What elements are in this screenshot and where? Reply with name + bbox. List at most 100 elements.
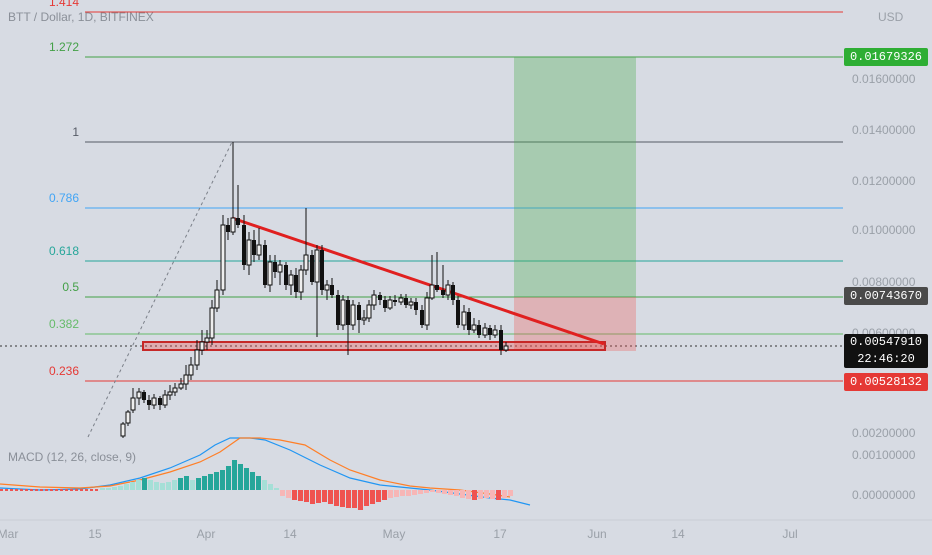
macd-hist-bar-3 — [118, 486, 123, 490]
candle-body-14 — [194, 349, 200, 366]
price-axis-label-3: 0.01000000 — [852, 223, 916, 237]
macd-hist-bar-56 — [436, 490, 441, 493]
candle-body-31 — [284, 265, 288, 285]
macd-indicator-label[interactable]: MACD (12, 26, close, 9) — [8, 450, 137, 464]
macd-hist-bar-9 — [154, 482, 159, 490]
fib-label-0: 1.414 — [49, 0, 79, 9]
last-price-tag: 0.00547910 22:46:20 — [843, 334, 928, 368]
macd-hist-bar-46 — [376, 490, 381, 502]
macd-hist-bar-38 — [328, 490, 333, 504]
candle-body-7 — [158, 398, 162, 405]
time-axis-label-0: Mar — [0, 527, 18, 541]
candle-body-28 — [267, 261, 273, 286]
fib-label-6: 0.382 — [49, 317, 79, 331]
candle-body-48 — [371, 294, 377, 306]
macd-hist-bar-35 — [310, 490, 315, 504]
candle-body-35 — [303, 254, 309, 271]
macd-hist-bar-55 — [430, 490, 435, 492]
candle-body-71 — [492, 329, 498, 336]
candle-body-18 — [214, 289, 220, 309]
candle-body-43 — [346, 300, 350, 325]
macd-hist-bar-33 — [298, 490, 303, 501]
candle-body-41 — [336, 295, 340, 325]
candle-body-51 — [387, 299, 393, 309]
macd-hist-bar-14 — [184, 476, 189, 490]
macd-hist-bar-0 — [100, 488, 105, 490]
macd-hist-bar-63 — [478, 490, 483, 499]
candle-body-65 — [461, 311, 467, 326]
macd-hist-bar-19 — [214, 472, 219, 490]
target-price-tag: 0.01679326 — [843, 48, 928, 66]
macd-hist-bar-61 — [466, 490, 471, 499]
time-axis-label-2: Apr — [197, 527, 216, 541]
candle-body-46 — [361, 317, 367, 321]
candle-body-13 — [188, 364, 194, 376]
candle-body-69 — [482, 327, 488, 336]
currency-label: USD — [878, 10, 904, 24]
candle-body-21 — [230, 217, 236, 233]
macd-hist-bar-65 — [490, 490, 495, 499]
candle-body-24 — [246, 239, 252, 266]
candle-body-29 — [273, 262, 277, 272]
last-price-value: 0.00547910 — [849, 335, 922, 349]
macd-hist-bar-52 — [412, 490, 417, 495]
price-axis-label-4: 0.00800000 — [852, 275, 916, 289]
candle-body-33 — [294, 275, 298, 292]
macd-hist-bar-49 — [394, 490, 399, 497]
macd-hist-bar-47 — [382, 490, 387, 500]
candle-body-73 — [503, 345, 509, 351]
candle-body-30 — [277, 264, 283, 273]
fib-label-2: 1 — [72, 125, 79, 139]
time-axis-label-8: Jul — [782, 527, 797, 541]
candle-body-11 — [178, 383, 184, 389]
macd-hist-bar-6 — [136, 480, 141, 490]
fib-label-1: 1.272 — [49, 40, 79, 54]
time-axis-label-5: 17 — [493, 527, 507, 541]
candle-body-60 — [435, 285, 439, 290]
candle-body-3 — [136, 391, 142, 399]
candle-body-32 — [288, 274, 294, 286]
macd-hist-bar-22 — [232, 460, 237, 490]
macd-hist-bar-7 — [142, 478, 147, 490]
macd-hist-bar-51 — [406, 490, 411, 496]
candle-body-70 — [488, 328, 492, 335]
candle-body-27 — [263, 245, 267, 285]
macd-hist-bar-37 — [322, 490, 327, 502]
fib-label-5: 0.5 — [62, 280, 79, 294]
candle-body-45 — [357, 305, 361, 320]
candle-body-67 — [471, 324, 477, 331]
candle-body-22 — [236, 218, 240, 225]
macd-hist-bar-23 — [238, 464, 243, 490]
resistance-trendline — [231, 216, 605, 346]
candle-body-38 — [320, 250, 324, 290]
macd-hist-bar-15 — [190, 480, 195, 490]
fib-trend-line — [87, 141, 233, 438]
time-axis-label-4: May — [383, 527, 406, 541]
symbol-header[interactable]: BTT / Dollar, 1D, BITFINEX — [8, 10, 154, 24]
fib-label-3: 0.786 — [49, 191, 79, 205]
candle-body-55 — [408, 301, 414, 306]
time-axis-label-1: 15 — [88, 527, 102, 541]
stop-price-value: 0.00528132 — [849, 375, 922, 389]
candle-body-34 — [298, 269, 304, 293]
fib-label-7: 0.236 — [49, 364, 79, 378]
macd-hist-bar-16 — [196, 478, 201, 490]
price-axis-label-2: 0.01200000 — [852, 174, 916, 188]
candle-body-36 — [310, 255, 314, 282]
macd-hist-bar-66 — [496, 490, 501, 500]
macd-hist-bar-20 — [220, 470, 225, 490]
candle-body-66 — [467, 312, 471, 330]
candle-body-20 — [226, 225, 230, 232]
candle-body-64 — [456, 300, 460, 325]
candle-body-9 — [167, 391, 173, 396]
macd-hist-bar-17 — [202, 476, 207, 490]
macd-hist-bar-4 — [124, 484, 129, 490]
candle-body-44 — [350, 304, 356, 326]
bar-countdown: 22:46:20 — [857, 352, 915, 366]
macd-hist-bar-32 — [292, 490, 297, 500]
candle-body-16 — [204, 337, 210, 343]
candle-body-49 — [378, 295, 382, 300]
signal-line — [0, 437, 511, 498]
